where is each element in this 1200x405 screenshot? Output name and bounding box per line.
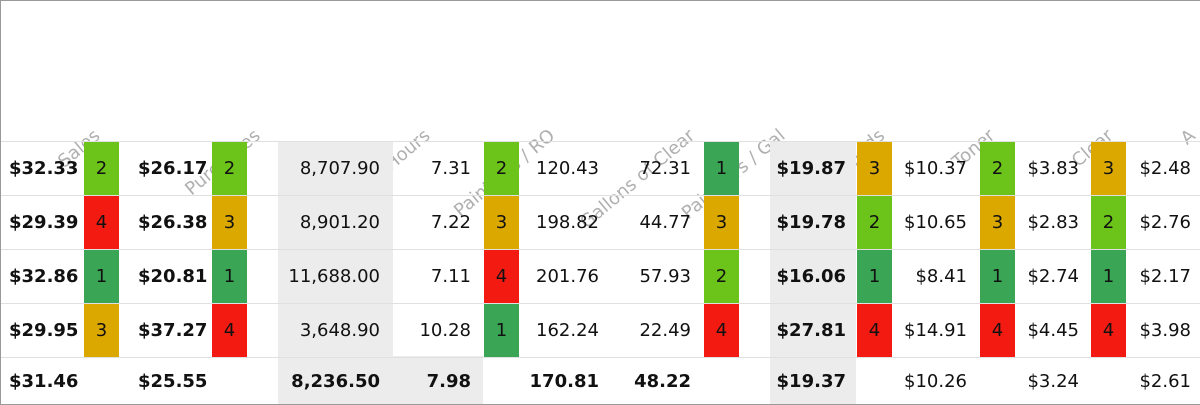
paint-hrs-ro-rank-badge: 3 [484, 196, 519, 249]
extra-value: $2.76 [1139, 212, 1191, 233]
sales-value: $32.86 [9, 266, 79, 287]
paint-hrs-ro-rank-badge: 1 [484, 304, 519, 357]
paint-hrs-ro-value: 7.31 [430, 158, 471, 179]
liquids-rank-badge: 3 [857, 142, 892, 195]
purchases-rank-badge: 4 [212, 304, 247, 357]
purchases-rank-badge: 1 [212, 250, 247, 303]
toner-rank-badge: 4 [980, 304, 1015, 357]
liquids-value: $27.81 [776, 320, 846, 341]
purchases-rank-badge: 3 [212, 196, 247, 249]
sales-value: $29.39 [9, 212, 79, 233]
paint-hrs-gal-value: 44.77 [639, 212, 691, 233]
purchases-value: $26.38 [138, 212, 208, 233]
total-paint-hrs-gal: 48.22 [634, 371, 691, 392]
paint-hours-column-bg [278, 141, 393, 404]
total-liquids: $19.37 [776, 371, 846, 392]
gallons-clear-value: 201.76 [536, 266, 599, 287]
liquids-rank-badge: 1 [857, 250, 892, 303]
purchases-value: $37.27 [138, 320, 208, 341]
total-paint-hours: 8,236.50 [291, 371, 380, 392]
paint-hours-value: 3,648.90 [299, 320, 380, 341]
paint-hrs-gal-value: 72.31 [639, 158, 691, 179]
clear-value: $2.74 [1027, 266, 1079, 287]
extra-value: $2.17 [1139, 266, 1191, 287]
paint-hrs-ro-value: 7.11 [430, 266, 471, 287]
sales-value: $29.95 [9, 320, 79, 341]
total-sales: $31.46 [9, 371, 79, 392]
purchases-value: $26.17 [138, 158, 208, 179]
clear-rank-badge: 1 [1091, 250, 1126, 303]
sales-value: $32.33 [9, 158, 79, 179]
paint-hrs-ro-value: 7.22 [430, 212, 471, 233]
sales-rank-badge: 4 [84, 196, 119, 249]
paint-hrs-ro-value: 10.28 [419, 320, 471, 341]
liquids-rank-badge: 4 [857, 304, 892, 357]
paint-hours-value: 8,707.90 [299, 158, 380, 179]
clear-rank-badge: 4 [1091, 304, 1126, 357]
paint-hrs-gal-rank-badge: 2 [704, 250, 739, 303]
toner-value: $10.65 [904, 212, 967, 233]
paint-hrs-ro-rank-badge: 2 [484, 142, 519, 195]
total-gallons-clear: 170.81 [529, 371, 599, 392]
liquids-value: $16.06 [776, 266, 846, 287]
paint-hrs-gal-value: 57.93 [639, 266, 691, 287]
total-toner: $10.26 [904, 371, 967, 392]
paint-hrs-gal-rank-badge: 4 [704, 304, 739, 357]
liquids-value: $19.87 [776, 158, 846, 179]
toner-value: $14.91 [904, 320, 967, 341]
total-purchases: $25.55 [138, 371, 208, 392]
paint-hrs-ro-total-bg [393, 356, 483, 404]
purchases-value: $20.81 [138, 266, 208, 287]
toner-rank-badge: 3 [980, 196, 1015, 249]
liquids-rank-badge: 2 [857, 196, 892, 249]
paint-hrs-gal-value: 22.49 [639, 320, 691, 341]
gallons-clear-value: 162.24 [536, 320, 599, 341]
liquids-column-bg [770, 141, 856, 404]
table-row: $29.39 4 $26.38 3 8,901.20 7.22 3 198.82 44.77 3 $… [1, 196, 1200, 249]
total-paint-hrs-ro: 7.98 [426, 371, 471, 392]
table-row: $32.86 1 $20.81 1 11,688.00 7.11 4 201.76 57.93 2… [1, 250, 1200, 303]
paint-hrs-gal-rank-badge: 3 [704, 196, 739, 249]
sales-rank-badge: 1 [84, 250, 119, 303]
total-extra: $2.61 [1139, 371, 1191, 392]
total-clear: $3.24 [1027, 371, 1079, 392]
toner-rank-badge: 1 [980, 250, 1015, 303]
liquids-value: $19.78 [776, 212, 846, 233]
purchases-rank-badge: 2 [212, 142, 247, 195]
table-row: $32.33 2 $26.17 2 8,707.90 7.31 2 120.43 72.31 1 $… [1, 142, 1200, 195]
clear-value: $3.83 [1027, 158, 1079, 179]
paint-hours-value: 8,901.20 [299, 212, 380, 233]
extra-value: $3.98 [1139, 320, 1191, 341]
totals-row: $31.46 $25.55 8,236.50 7.98 170.81 48.22… [1, 358, 1200, 404]
table-row: $29.95 3 $37.27 4 3,648.90 10.28 1 162.24 22.49 4… [1, 304, 1200, 357]
gallons-clear-value: 120.43 [536, 158, 599, 179]
paint-hours-value: 11,688.00 [288, 266, 380, 287]
gallons-clear-value: 198.82 [536, 212, 599, 233]
sales-rank-badge: 2 [84, 142, 119, 195]
extra-value: $2.48 [1139, 158, 1191, 179]
toner-rank-badge: 2 [980, 142, 1015, 195]
clear-value: $2.83 [1027, 212, 1079, 233]
clear-value: $4.45 [1027, 320, 1079, 341]
paint-hrs-ro-rank-badge: 4 [484, 250, 519, 303]
toner-value: $8.41 [915, 266, 967, 287]
clear-rank-badge: 2 [1091, 196, 1126, 249]
clear-rank-badge: 3 [1091, 142, 1126, 195]
toner-value: $10.37 [904, 158, 967, 179]
sales-rank-badge: 3 [84, 304, 119, 357]
paint-hrs-gal-rank-badge: 1 [704, 142, 739, 195]
